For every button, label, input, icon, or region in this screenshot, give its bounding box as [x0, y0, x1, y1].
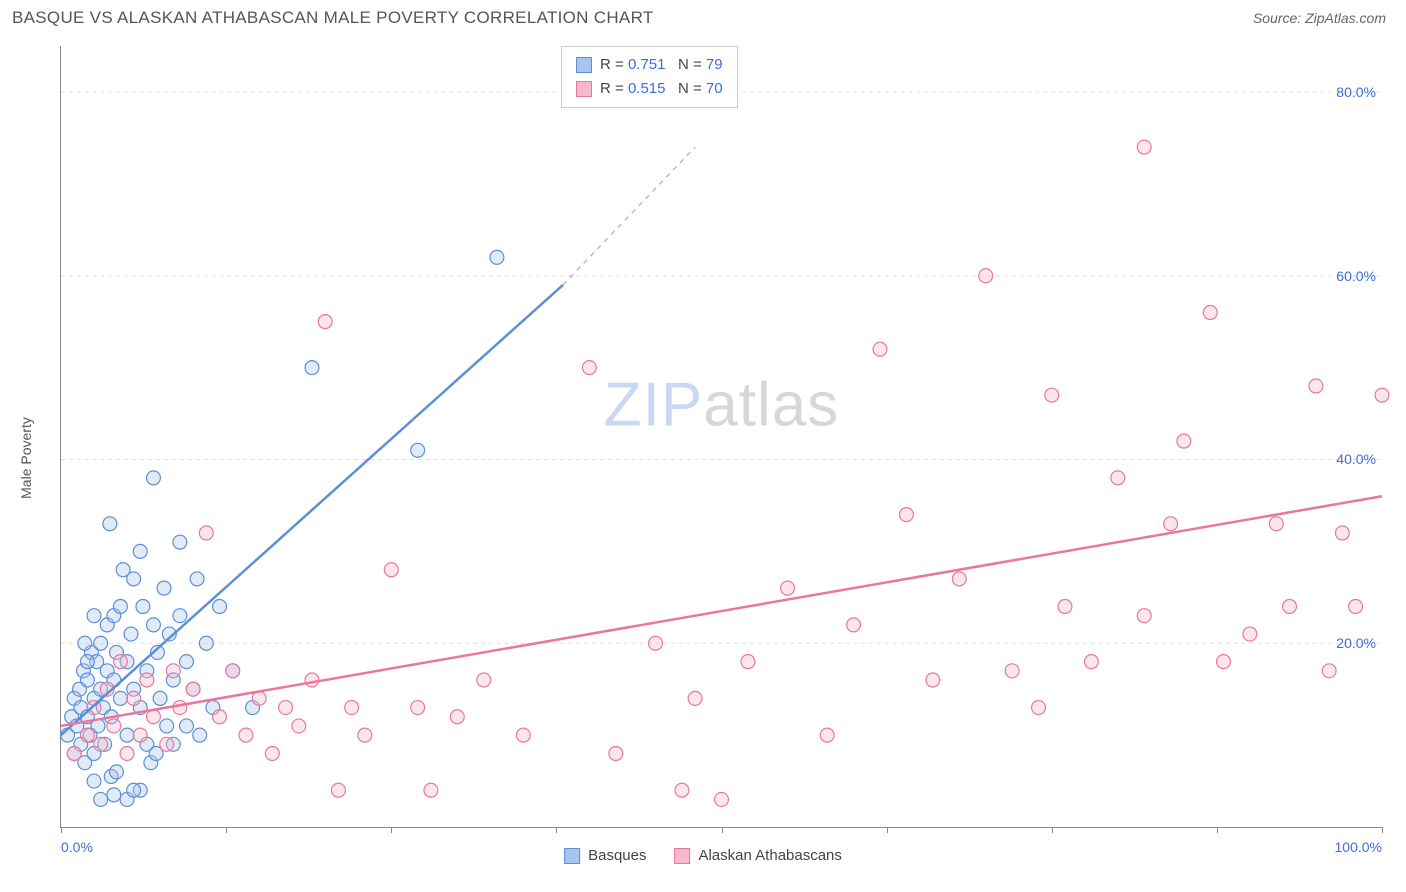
- chart-title: BASQUE VS ALASKAN ATHABASCAN MALE POVERT…: [12, 8, 654, 28]
- r-value-athabascans: 0.515: [628, 80, 666, 97]
- y-tick-label: 60.0%: [1336, 268, 1376, 284]
- x-tick: [391, 827, 392, 833]
- y-axis-label: Male Poverty: [18, 417, 34, 499]
- swatch-athabascans: [576, 81, 592, 97]
- series-legend: Basques Alaskan Athabascans: [564, 847, 842, 864]
- chart-container: Male Poverty ZIPatlas 20.0%40.0%60.0%80.…: [12, 36, 1394, 880]
- n-value-basques: 79: [706, 56, 723, 73]
- x-tick: [61, 827, 62, 833]
- stats-row-athabascans: R = 0.515 N = 70: [576, 77, 723, 101]
- swatch-basques: [576, 57, 592, 73]
- scatter-svg: [61, 46, 1382, 827]
- y-tick-label: 40.0%: [1336, 451, 1376, 467]
- legend-item-athabascans: Alaskan Athabascans: [674, 847, 841, 864]
- legend-item-basques: Basques: [564, 847, 646, 864]
- x-tick: [556, 827, 557, 833]
- x-tick: [887, 827, 888, 833]
- plot-area: ZIPatlas 20.0%40.0%60.0%80.0% 0.0%100.0%…: [60, 46, 1382, 828]
- x-tick: [1052, 827, 1053, 833]
- legend-swatch-athabascans: [674, 848, 690, 864]
- legend-label-basques: Basques: [588, 847, 646, 864]
- x-tick-label: 100.0%: [1335, 839, 1382, 855]
- y-tick-label: 80.0%: [1336, 84, 1376, 100]
- legend-swatch-basques: [564, 848, 580, 864]
- n-value-athabascans: 70: [706, 80, 723, 97]
- y-tick-label: 20.0%: [1336, 635, 1376, 651]
- x-tick: [1382, 827, 1383, 833]
- x-tick-label: 0.0%: [61, 839, 93, 855]
- x-tick: [226, 827, 227, 833]
- legend-label-athabascans: Alaskan Athabascans: [698, 847, 841, 864]
- source-attribution: Source: ZipAtlas.com: [1253, 10, 1386, 26]
- r-value-basques: 0.751: [628, 56, 666, 73]
- x-tick: [722, 827, 723, 833]
- stats-legend: R = 0.751 N = 79 R = 0.515 N = 70: [561, 46, 738, 108]
- stats-row-basques: R = 0.751 N = 79: [576, 53, 723, 77]
- x-tick: [1217, 827, 1218, 833]
